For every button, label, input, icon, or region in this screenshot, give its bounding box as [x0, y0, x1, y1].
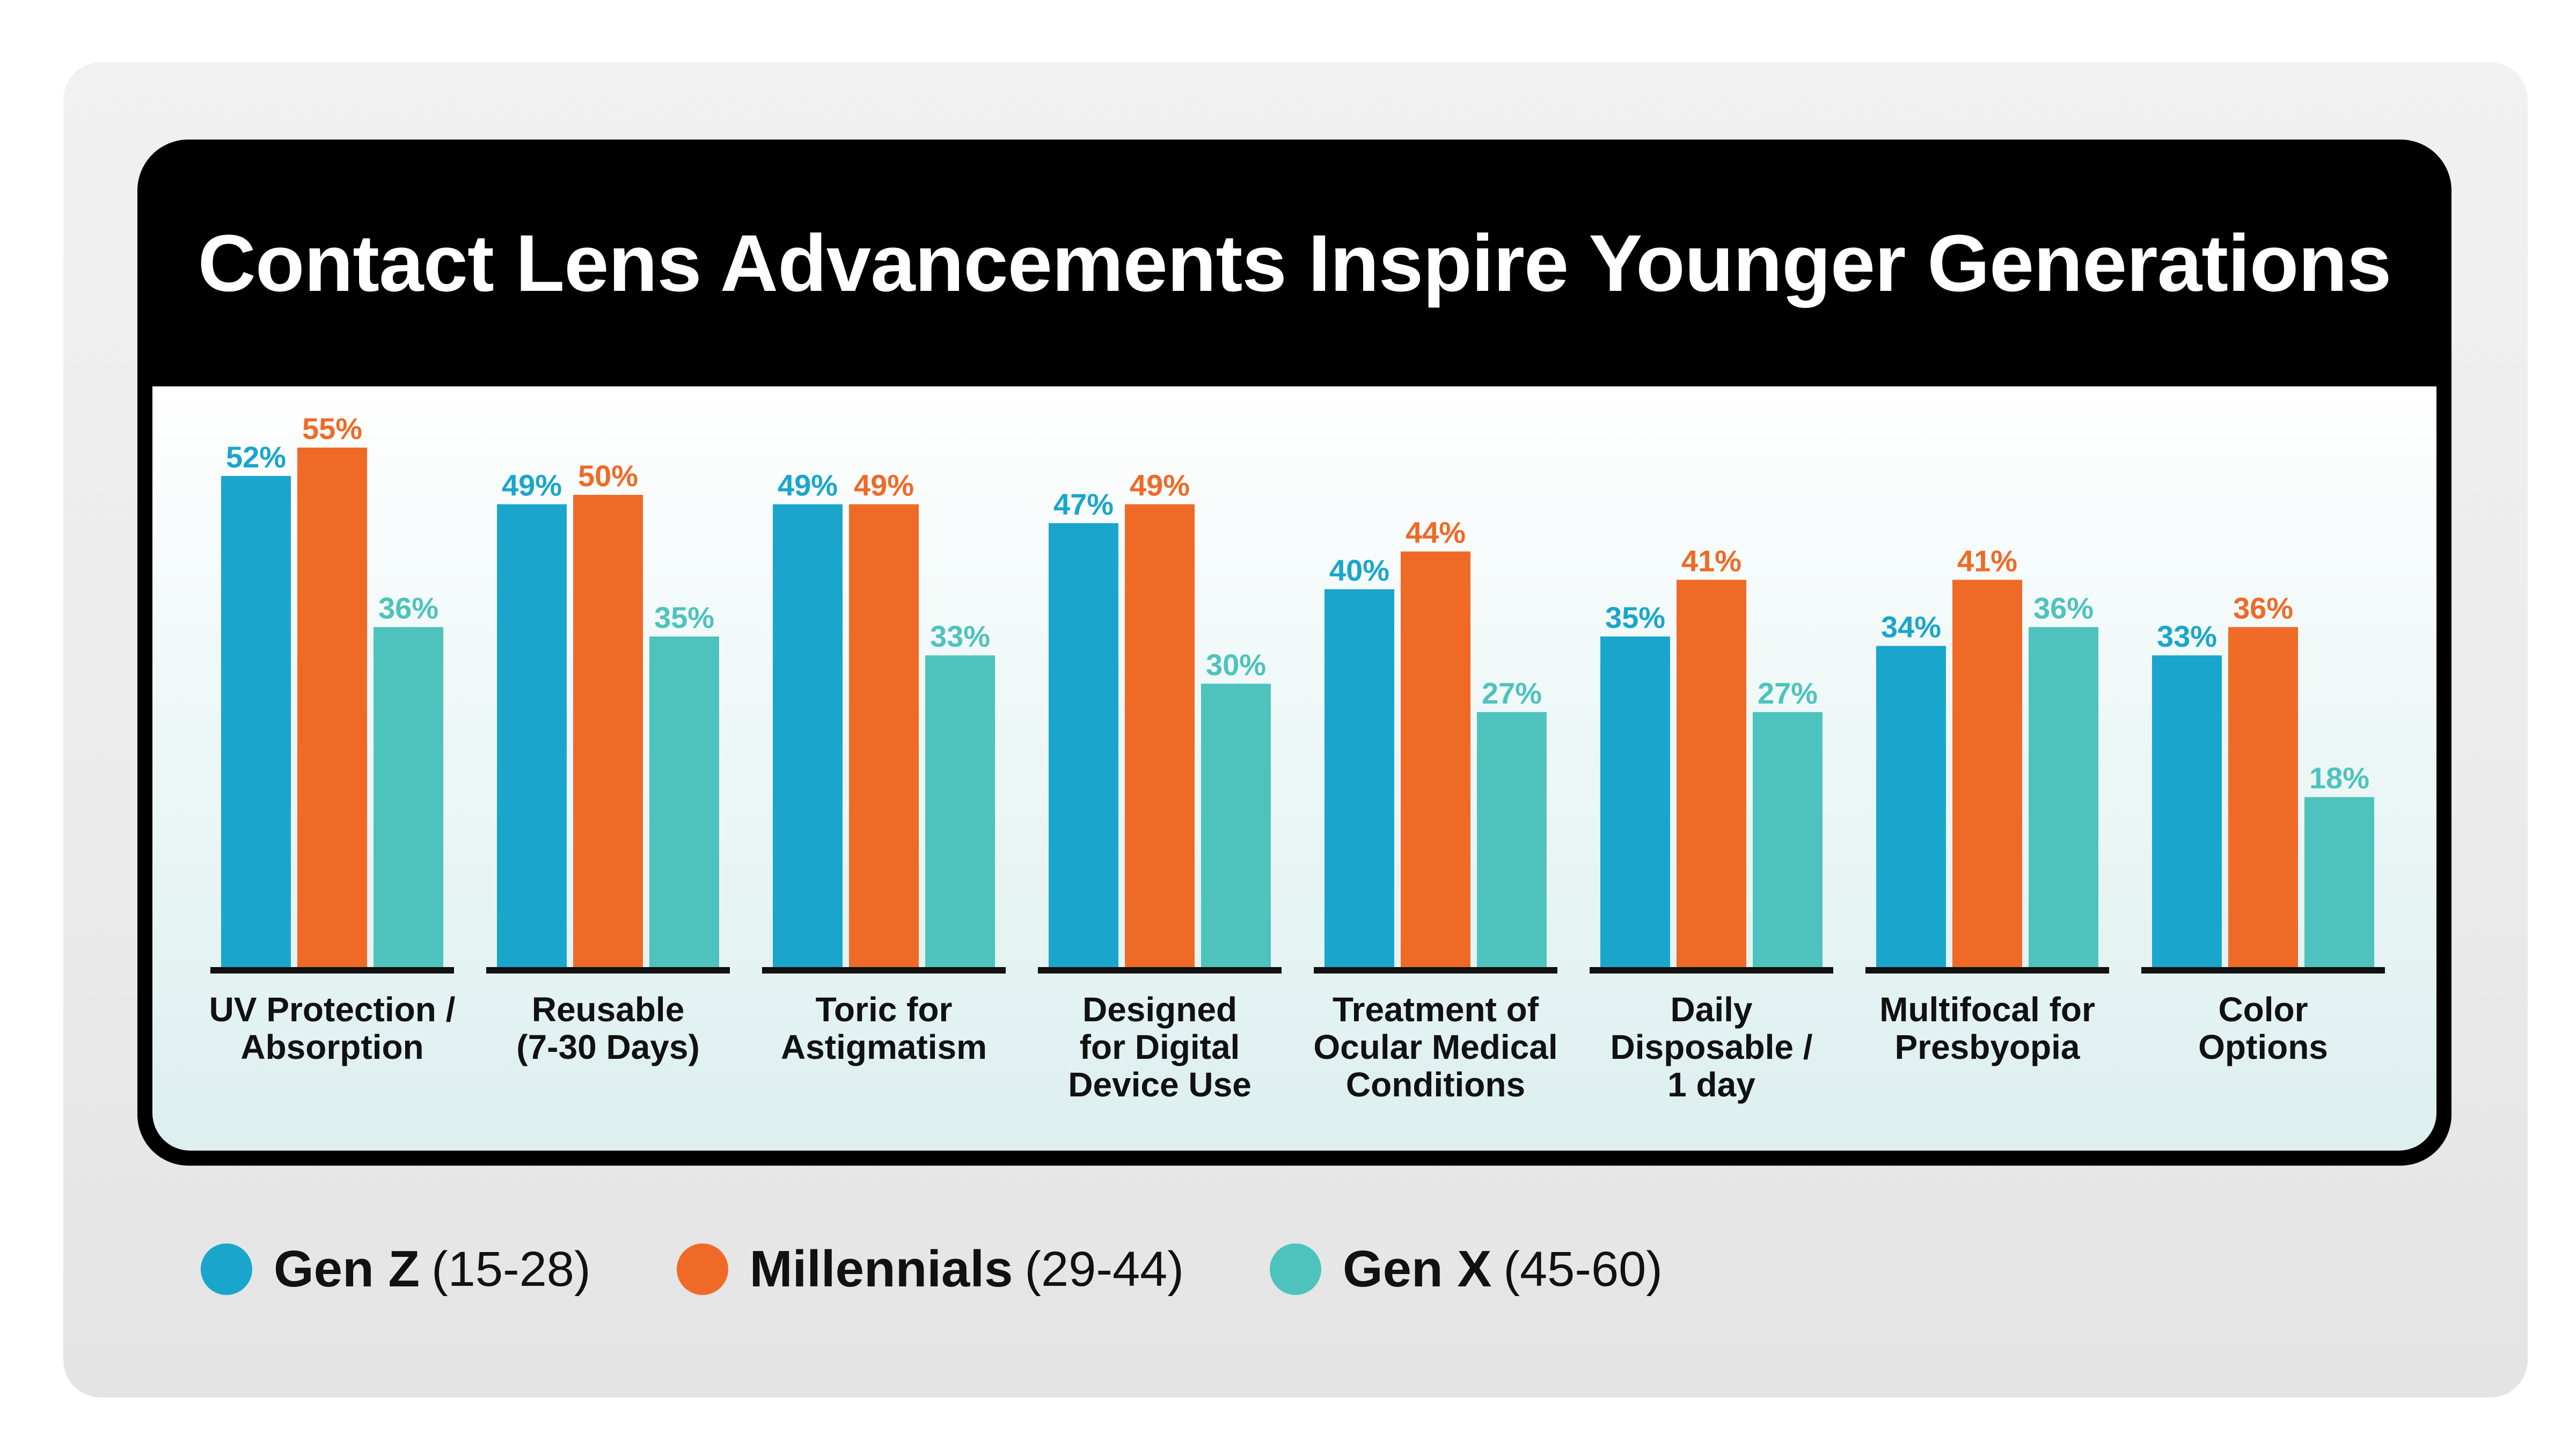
bar-gen-x-6 — [2029, 627, 2098, 967]
bar-gen-z-5 — [1600, 636, 1670, 967]
legend-label-gen-x: Gen X — [1342, 1240, 1492, 1298]
value-label-millennials-1: 50% — [578, 459, 638, 493]
category-label-4: Treatment of Ocular Medical Conditions — [1313, 990, 1558, 1104]
value-label-gen-x-2: 33% — [930, 619, 990, 653]
bar-gen-z-3 — [1049, 523, 1118, 967]
legend: Gen Z (15-28) Millennials (29-44) Gen X … — [201, 1234, 1748, 1304]
bar-gen-x-4 — [1477, 712, 1547, 967]
bar-gen-z-0 — [221, 475, 291, 967]
category-label-7: Color Options — [2198, 990, 2328, 1066]
value-label-millennials-7: 36% — [2233, 591, 2293, 625]
legend-swatch-gen-z — [201, 1243, 252, 1295]
bar-millennials-4 — [1401, 551, 1470, 967]
category-label-2: Toric for Astigmatism — [780, 990, 987, 1066]
bar-gen-z-1 — [497, 504, 567, 967]
legend-label-millennials: Millennials — [749, 1240, 1013, 1298]
value-label-gen-x-4: 27% — [1482, 676, 1542, 710]
bar-gen-x-5 — [1753, 712, 1823, 967]
legend-range-gen-x: (45-60) — [1503, 1241, 1663, 1297]
bar-gen-x-3 — [1201, 684, 1271, 967]
bar-gen-x-7 — [2304, 797, 2374, 967]
value-label-millennials-3: 49% — [1130, 469, 1190, 502]
bar-gen-x-1 — [649, 636, 719, 967]
bar-gen-z-6 — [1876, 646, 1946, 967]
legend-swatch-gen-x — [1269, 1243, 1321, 1295]
category-label-6: Multifocal for Presbyopia — [1879, 990, 2095, 1066]
legend-item-millennials: Millennials (29-44) — [676, 1240, 1184, 1299]
value-label-gen-x-1: 35% — [654, 601, 714, 634]
bar-millennials-3 — [1125, 504, 1195, 967]
bar-chart: 52% 55% 36% 49% 50% 35% 49% 49% 33% 47% 49% 30% 40% 4… — [210, 412, 2385, 974]
value-label-gen-z-0: 52% — [226, 440, 286, 474]
legend-item-gen-x: Gen X (45-60) — [1269, 1240, 1663, 1299]
chart-panel: Contact Lens Advancements Inspire Younge… — [137, 140, 2451, 1166]
bar-gen-z-7 — [2152, 655, 2222, 967]
value-label-gen-x-5: 27% — [1758, 676, 1818, 710]
legend-range-gen-z: (15-28) — [431, 1241, 591, 1297]
legend-range-millennials: (29-44) — [1024, 1241, 1184, 1297]
category-label-1: Reusable (7-30 Days) — [516, 990, 700, 1066]
plot-area: 52% 55% 36% 49% 50% 35% 49% 49% 33% 47% 49% 30% 40% 4… — [152, 386, 2436, 1151]
value-label-gen-z-1: 49% — [502, 469, 562, 502]
bar-millennials-0 — [297, 448, 367, 967]
value-label-gen-z-3: 47% — [1053, 487, 1114, 521]
bar-millennials-5 — [1677, 580, 1746, 967]
value-label-gen-z-2: 49% — [778, 469, 838, 502]
bar-millennials-1 — [573, 495, 643, 967]
value-label-millennials-4: 44% — [1406, 516, 1466, 550]
bar-gen-x-2 — [925, 655, 995, 967]
bar-gen-z-2 — [773, 504, 843, 967]
value-label-millennials-2: 49% — [854, 469, 914, 502]
value-label-millennials-5: 41% — [1681, 544, 1741, 577]
value-label-gen-z-5: 35% — [1605, 601, 1665, 634]
value-label-gen-x-7: 18% — [2309, 761, 2369, 795]
category-label-0: UV Protection / Absorption — [209, 990, 456, 1066]
value-label-gen-x-0: 36% — [378, 591, 438, 625]
bar-millennials-6 — [1952, 580, 2022, 967]
legend-item-gen-z: Gen Z (15-28) — [201, 1240, 591, 1299]
value-label-millennials-0: 55% — [302, 412, 362, 445]
category-label-3: Designed for Digital Device Use — [1068, 990, 1252, 1104]
category-label-5: Daily Disposable / 1 day — [1610, 990, 1813, 1104]
legend-swatch-millennials — [676, 1243, 728, 1295]
value-label-millennials-6: 41% — [1957, 544, 2017, 577]
value-label-gen-z-7: 33% — [2157, 619, 2217, 653]
bar-gen-x-0 — [374, 627, 443, 967]
value-label-gen-x-6: 36% — [2033, 591, 2094, 625]
bar-millennials-2 — [849, 504, 919, 967]
legend-label-gen-z: Gen Z — [274, 1240, 420, 1298]
value-label-gen-z-6: 34% — [1881, 610, 1941, 644]
bar-millennials-7 — [2228, 627, 2298, 967]
value-label-gen-z-4: 40% — [1329, 553, 1389, 587]
bar-gen-z-4 — [1324, 589, 1394, 967]
value-label-gen-x-3: 30% — [1206, 648, 1266, 682]
chart-title: Contact Lens Advancements Inspire Younge… — [197, 217, 2392, 308]
